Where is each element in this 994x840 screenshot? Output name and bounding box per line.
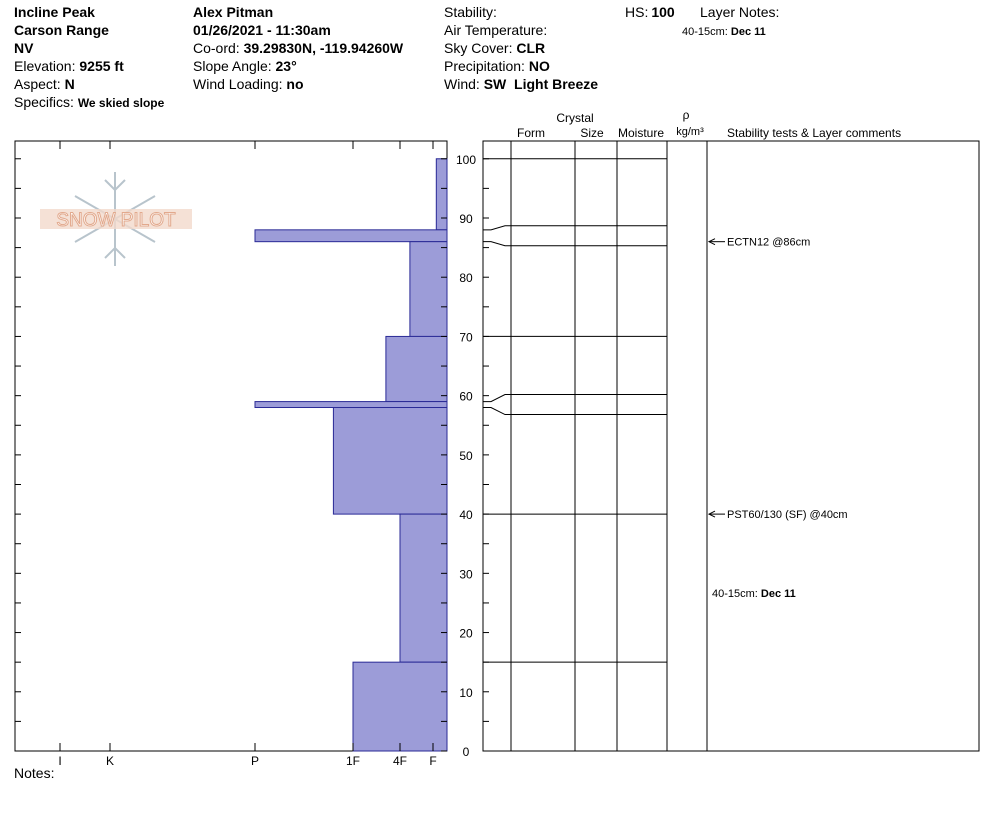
slope: Slope Angle: 23°: [193, 58, 297, 74]
hardness-bar: [332, 407, 448, 515]
hardness-bar: [352, 661, 448, 752]
label: Specifics:: [14, 94, 74, 110]
observer: Alex Pitman: [193, 4, 273, 20]
y-tick-label: 50: [459, 449, 473, 463]
y-tick-label: 0: [463, 745, 470, 759]
layer-note: 40-15cm: Dec 11: [682, 26, 766, 38]
hardness-bar: [254, 401, 448, 409]
elevation: Elevation: 9255 ft: [14, 58, 124, 74]
notes-label: Notes:: [14, 765, 54, 781]
boundary-connector: [483, 394, 511, 403]
value: 23°: [276, 58, 297, 74]
y-tick-label: 20: [459, 627, 473, 641]
y-tick-label: 60: [459, 390, 473, 404]
value: 100: [651, 4, 675, 20]
value: CLR: [516, 40, 545, 56]
range: Carson Range: [14, 22, 109, 38]
coord: Co-ord: 39.29830N, -119.94260W: [193, 40, 404, 56]
label: Co-ord:: [193, 40, 240, 56]
x-tick-label: 4F: [393, 754, 407, 768]
sky: Sky Cover: CLR: [444, 40, 545, 56]
label: HS:: [625, 4, 648, 20]
specifics: Specifics: We skied slope: [14, 94, 165, 110]
test-arrow-head: [707, 238, 716, 246]
label: Sky Cover:: [444, 40, 512, 56]
aspect: Aspect: N: [14, 76, 75, 92]
col-comments: Stability tests & Layer comments: [727, 126, 901, 140]
text: Dec 11: [731, 26, 766, 38]
precip: Precipitation: NO: [444, 58, 550, 74]
col-crystal: Crystal: [556, 111, 593, 125]
test-label: PST60/130 (SF) @40cm: [727, 509, 848, 521]
boundary-connector: [483, 407, 511, 416]
value: We skied slope: [78, 96, 165, 110]
y-tick-label: 100: [456, 153, 476, 167]
value: SW Light Breeze: [484, 76, 599, 92]
col-moisture: Moisture: [618, 126, 664, 140]
hardness-bar: [409, 241, 448, 337]
hs: HS: 100: [625, 4, 675, 20]
label: Elevation:: [14, 58, 75, 74]
value: NO: [529, 58, 550, 74]
label: Wind Loading:: [193, 76, 283, 92]
logo-text: SNOW PILOT: [56, 210, 176, 231]
text: Dec 11: [761, 588, 796, 600]
y-tick-label: 40: [459, 508, 473, 522]
value: 9255 ft: [79, 58, 124, 74]
test-arrow-head: [707, 510, 716, 518]
boundary-connector: [483, 225, 511, 231]
boundary-connector: [483, 241, 511, 247]
hardness-bar: [385, 335, 448, 403]
air-temp: Air Temperature:: [444, 22, 547, 38]
table-columns: [510, 141, 708, 751]
wind-loading: Wind Loading: no: [193, 76, 304, 92]
test-label: ECTN12 @86cm: [727, 237, 810, 249]
x-tick-label: P: [251, 754, 259, 768]
wind: Wind: SW Light Breeze: [444, 76, 598, 92]
y-tick-label: 10: [459, 686, 473, 700]
x-tick-label: K: [106, 754, 114, 768]
logo-band: [40, 209, 192, 229]
label: Wind:: [444, 76, 480, 92]
label: Slope Angle:: [193, 58, 272, 74]
layer-comment: 40-15cm: Dec 11: [712, 588, 796, 600]
y-tick-label: 70: [459, 330, 473, 344]
label: Precipitation:: [444, 58, 525, 74]
hardness-bar: [435, 158, 448, 231]
value: 39.29830N, -119.94260W: [244, 40, 404, 56]
label: Aspect:: [14, 76, 61, 92]
hardness-bar: [254, 229, 448, 243]
table-frame: [482, 140, 980, 752]
x-tick-label: F: [429, 754, 436, 768]
hardness-bar: [399, 513, 448, 663]
location: Incline Peak: [14, 4, 95, 20]
y-tick-label: 30: [459, 567, 473, 581]
y-tick-label: 80: [459, 271, 473, 285]
col-form: Form: [517, 126, 545, 140]
value: no: [286, 76, 303, 92]
stability: Stability:: [444, 4, 497, 20]
state: NV: [14, 40, 34, 56]
x-tick-label: I: [58, 754, 61, 768]
value: N: [65, 76, 75, 92]
y-tick-label: 90: [459, 212, 473, 226]
col-size: Size: [580, 126, 604, 140]
layer-notes-label: Layer Notes:: [700, 4, 779, 20]
x-tick-label: 1F: [346, 754, 360, 768]
range: 40-15cm:: [712, 588, 758, 600]
datetime: 01/26/2021 - 11:30am: [193, 22, 331, 38]
col-density-symbol: ρ: [683, 108, 690, 122]
range: 40-15cm:: [682, 26, 728, 38]
col-density-unit: kg/m³: [676, 126, 704, 138]
